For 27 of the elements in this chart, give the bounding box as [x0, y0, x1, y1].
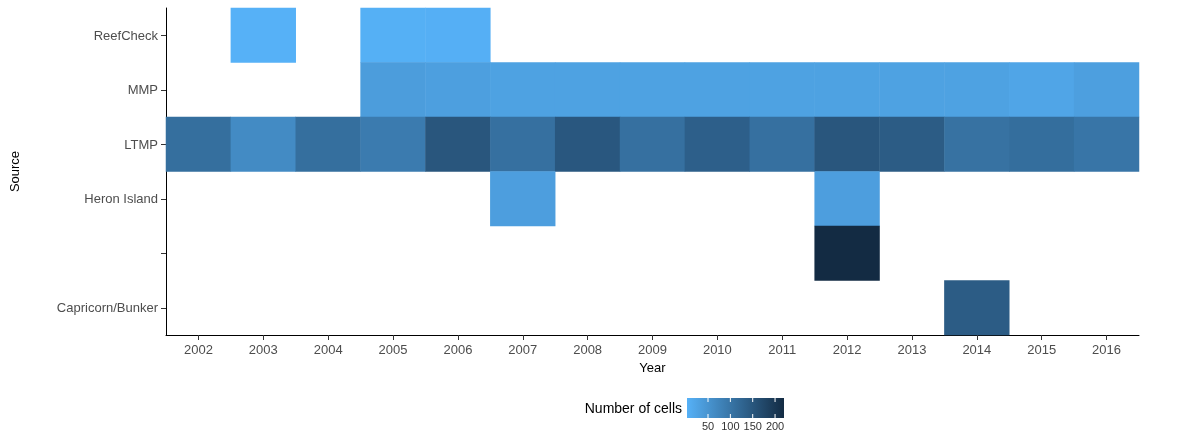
x-tick-label: 2006	[443, 342, 473, 357]
x-tick-label: 2014	[962, 342, 992, 357]
x-tick-label: 2008	[573, 342, 603, 357]
x-tick-label: 2016	[1092, 342, 1122, 357]
color-bar-title: Number of cells	[584, 400, 682, 416]
x-tick-label: 2011	[768, 342, 797, 357]
color-bar-label: 150	[743, 419, 762, 432]
x-tick-label: 2007	[508, 342, 538, 357]
x-axis-title: Year	[639, 360, 667, 375]
y-tick-label: Capricorn/Bunker	[56, 300, 159, 316]
y-tick-label: LTMP	[124, 136, 158, 152]
x-tick-label: 2010	[702, 342, 732, 357]
x-tick-label: 2003	[248, 342, 278, 357]
x-tick-label: 2012	[832, 342, 862, 357]
color-bar-label: 100	[721, 419, 740, 432]
x-tick-label: 2004	[313, 342, 343, 357]
x-tick-label: 2009	[638, 342, 667, 357]
color-bar-label: 50	[701, 419, 715, 432]
x-tick-label: 2015	[1027, 342, 1057, 357]
x-tick-label: 2002	[183, 342, 213, 357]
y-tick-label: MMP	[127, 82, 158, 98]
y-tick-label: Heron Island	[84, 191, 158, 207]
y-tick-label: ReefCheck	[93, 27, 159, 43]
x-tick-label: 2013	[897, 342, 927, 357]
y-axis-title: Source	[7, 150, 22, 193]
x-tick-label: 2005	[378, 342, 408, 357]
color-bar-label: 200	[765, 419, 785, 432]
